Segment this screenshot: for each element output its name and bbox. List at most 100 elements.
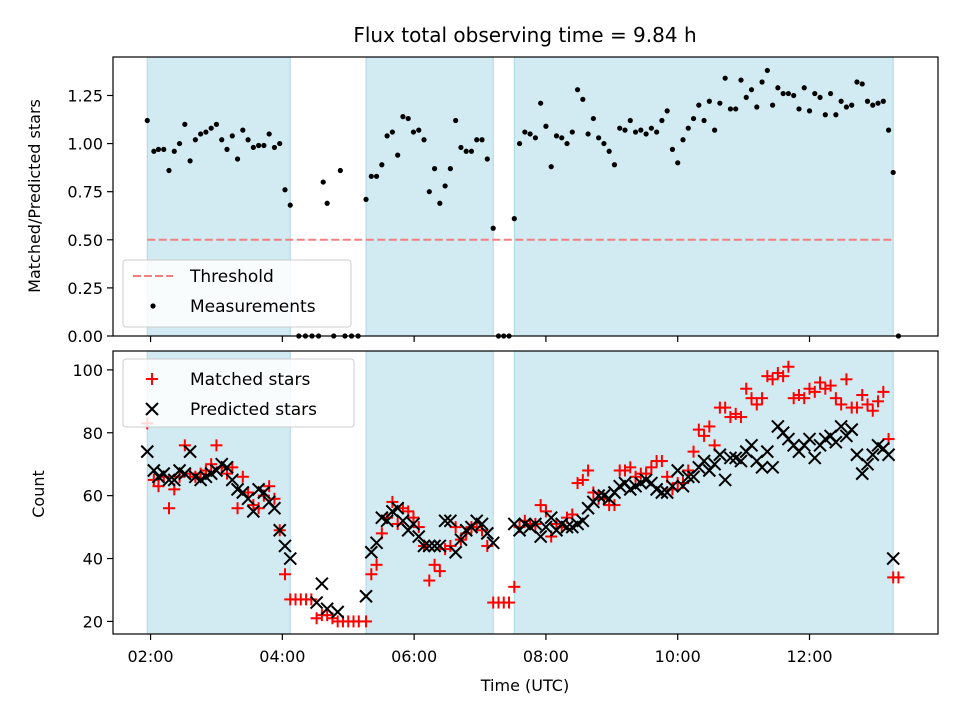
measurement-point (532, 135, 538, 141)
observing-window-1 (365, 56, 494, 337)
legend-measurements-label: Measurements (190, 297, 316, 317)
predicted-star-point (744, 438, 759, 453)
matched-star-point (576, 473, 589, 486)
bottom-y-axis-label: Count (29, 470, 48, 518)
matched-star-point (861, 398, 874, 411)
matched-star-point (360, 615, 373, 628)
measurement-point (548, 164, 554, 170)
predicted-star-point (886, 551, 900, 566)
predicted-star-point (443, 514, 458, 528)
top-y-ticks: 0.00 0.25 0.50 0.75 1.00 1.25 (67, 86, 113, 346)
measurement-point (261, 142, 267, 149)
measurement-point (754, 104, 760, 110)
y-tick-label: 0.25 (67, 279, 103, 298)
matched-star-point (412, 521, 425, 534)
matched-star-point (236, 470, 249, 483)
predicted-star-point (433, 539, 447, 553)
matched-star-point (840, 373, 853, 386)
measurement-point (379, 162, 385, 168)
measurement-point (775, 85, 781, 91)
measurement-point (287, 202, 293, 208)
predicted-star-point (755, 460, 769, 475)
predicted-star-point (539, 520, 553, 534)
measurement-point (337, 167, 343, 174)
predicted-star-point (765, 460, 780, 475)
predicted-star-point (697, 454, 711, 468)
predicted-star-point (665, 479, 680, 493)
predicted-star-point (802, 432, 817, 446)
measurement-point (277, 140, 283, 147)
matched-star-point (147, 473, 160, 486)
measurement-point (864, 98, 871, 104)
measurement-point (654, 129, 660, 135)
predicted-star-point (359, 589, 373, 603)
predicted-star-point (671, 463, 685, 478)
matched-star-point (808, 385, 821, 398)
y-tick-label: 0.75 (67, 183, 103, 202)
matched-star-point (433, 565, 446, 578)
predicted-star-point (140, 444, 154, 459)
top-x-ticks (149, 336, 811, 342)
matched-star-point (305, 593, 318, 606)
measurement-point (648, 125, 654, 131)
measurement-point (806, 108, 813, 114)
measurement-point (717, 100, 723, 106)
measurement-point (144, 117, 150, 124)
predicted-star-point (330, 605, 345, 619)
matched-star-point (703, 420, 716, 433)
measurement-point (675, 160, 681, 166)
matched-star-point (391, 517, 404, 530)
predicted-star-point (369, 536, 384, 550)
measurement-point (712, 127, 718, 133)
measurement-point (384, 133, 390, 139)
matched-star-point (163, 502, 176, 515)
bottom-axes-frame (112, 350, 939, 635)
predicted-star-point (844, 422, 859, 437)
measurement-point (638, 127, 644, 133)
predicted-star-point (718, 473, 732, 487)
matched-star-point (798, 392, 811, 405)
predicted-star-point (246, 504, 261, 519)
measurement-point (240, 127, 246, 133)
measurement-point (213, 121, 220, 127)
measurement-point (271, 144, 278, 151)
predicted-star-point (178, 466, 192, 481)
bottom-legend-box (122, 358, 355, 428)
predicted-star-point (309, 595, 324, 610)
measurement-point (431, 166, 438, 172)
measurement-point (527, 131, 533, 137)
measurement-point (516, 140, 523, 147)
measurement-point (890, 169, 896, 176)
matched-star-point (866, 404, 879, 417)
predicted-star-point (167, 473, 181, 487)
measurement-point (764, 67, 770, 74)
matched-star-point (856, 389, 869, 402)
predicted-star-point (829, 435, 843, 449)
predicted-star-point (808, 451, 822, 465)
measurement-point (161, 146, 167, 152)
measurement-point (389, 129, 395, 135)
top-measurements (144, 67, 902, 339)
y-tick-label: 1.25 (67, 86, 103, 105)
y-tick-label: 100 (72, 361, 103, 380)
matched-star-point (814, 376, 827, 389)
predicted-star-point (183, 444, 197, 459)
measurement-point (706, 98, 712, 104)
matched-star-point (829, 392, 842, 405)
matched-star-point (877, 385, 890, 398)
bottom-legend: Matched stars Predicted stars (122, 358, 355, 428)
measurement-point (870, 102, 876, 108)
predicted-star-point (454, 532, 468, 547)
top-legend-box (122, 259, 352, 328)
x-tick-label: 10:00 (655, 647, 701, 666)
measurement-point (553, 133, 560, 139)
measurement-point (569, 129, 575, 135)
matched-star-point (210, 439, 223, 452)
measurement-point (748, 87, 755, 93)
predicted-star-point (225, 473, 239, 487)
predicted-star-point (380, 514, 394, 528)
measurement-point (696, 102, 702, 108)
matched-star-point (872, 395, 885, 408)
measurement-point (324, 200, 330, 206)
measurement-point (245, 137, 251, 143)
